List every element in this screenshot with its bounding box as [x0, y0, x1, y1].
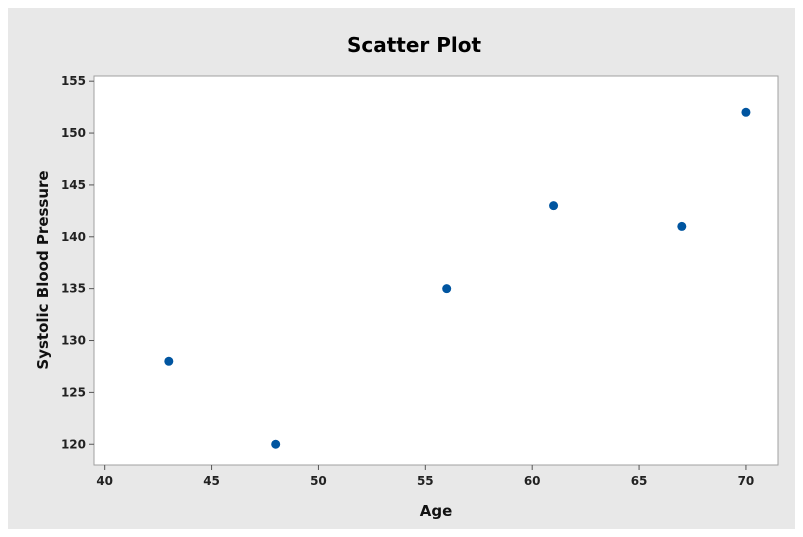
data-point: [271, 439, 281, 449]
y-axis: 120 125 130 135 140 145 150 155: [61, 74, 94, 451]
y-tick-label: 140: [61, 230, 86, 244]
x-tick-label: 40: [96, 474, 113, 488]
data-point: [741, 107, 751, 117]
data-point: [164, 356, 174, 366]
data-point: [549, 201, 559, 211]
y-tick-label: 120: [61, 437, 86, 451]
y-tick-label: 125: [61, 385, 86, 399]
chart-title: Scatter Plot: [347, 33, 482, 57]
y-axis-label: Systolic Blood Pressure: [34, 170, 52, 369]
x-axis-label: Age: [420, 502, 453, 520]
x-tick-label: 60: [524, 474, 541, 488]
data-point: [442, 284, 452, 294]
y-tick-label: 150: [61, 126, 86, 140]
x-axis: 40 45 50 55 60 65 70: [96, 465, 754, 488]
y-tick-label: 145: [61, 178, 86, 192]
x-tick-label: 55: [417, 474, 434, 488]
data-point: [677, 221, 687, 231]
y-tick-label: 130: [61, 334, 86, 348]
x-tick-label: 50: [310, 474, 327, 488]
x-tick-label: 70: [738, 474, 755, 488]
x-tick-label: 65: [631, 474, 648, 488]
y-tick-label: 135: [61, 282, 86, 296]
y-tick-label: 155: [61, 74, 86, 88]
data-points: [164, 107, 751, 449]
plot-area: [93, 75, 779, 466]
x-tick-label: 45: [203, 474, 220, 488]
